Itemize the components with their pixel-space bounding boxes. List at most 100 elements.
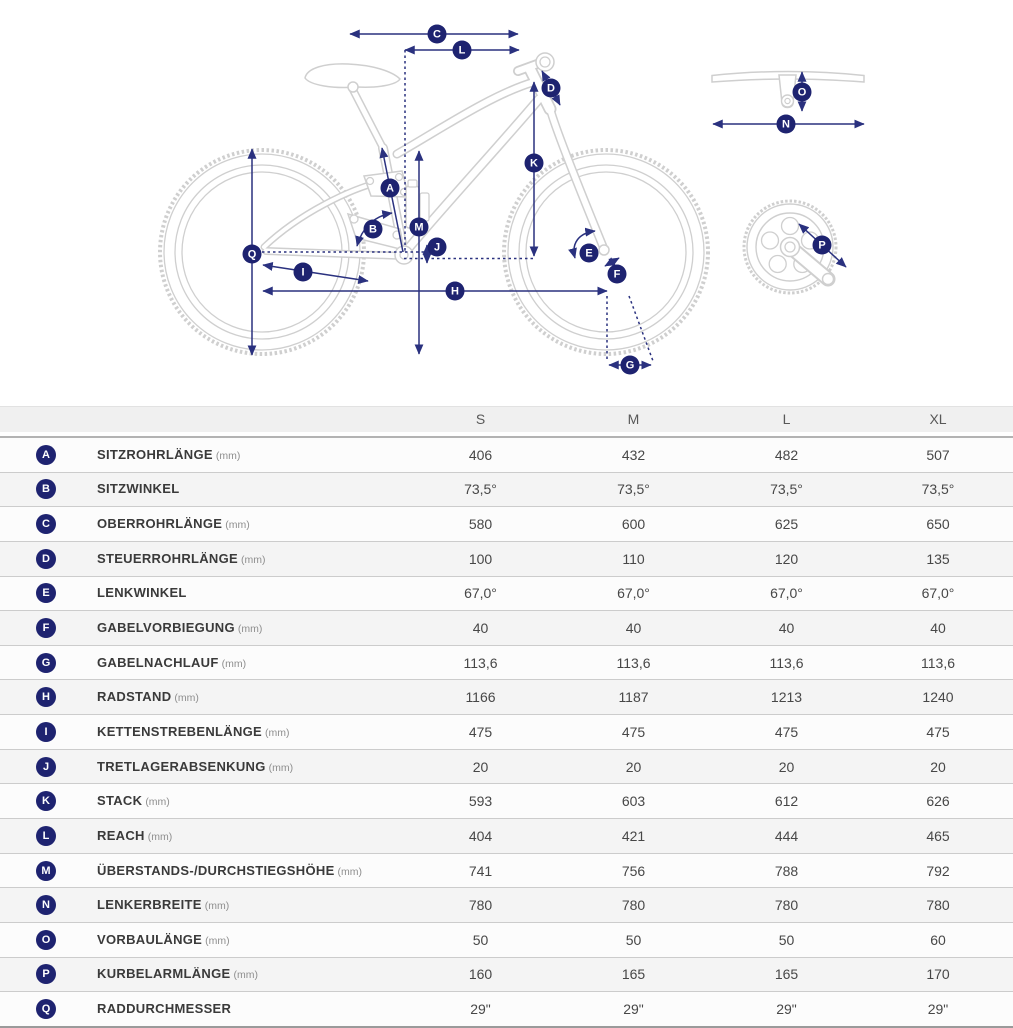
diagram-badge-P: P: [812, 235, 832, 255]
handlebar-end: [535, 52, 555, 72]
diagram-badge-B: B: [363, 219, 383, 239]
size-value-XL: 60: [930, 931, 946, 948]
row-letter-badge: J: [36, 756, 56, 777]
size-value-XL: 20: [930, 758, 946, 775]
size-value-S: 1166: [465, 689, 496, 706]
dimension-label: STACK: [97, 793, 143, 809]
size-value-L: 165: [774, 966, 799, 983]
size-column-header-M: M: [627, 411, 640, 427]
dimension-unit: (mm): [221, 657, 247, 670]
table-row-E: E LENKWINKEL 67,0° 67,0° 67,0° 67,0°: [0, 575, 1013, 611]
size-value-M: 432: [621, 446, 646, 463]
svg-text:D: D: [547, 83, 555, 95]
dimension-unit: (mm): [174, 692, 199, 705]
diagram-letter-badges: A B C D E F G H I J K L M N O P Q: [242, 24, 832, 375]
size-value-M: 780: [621, 897, 646, 914]
size-value-S: 160: [468, 966, 493, 983]
diagram-badge-E: E: [579, 243, 599, 263]
diagram-badge-I: I: [293, 262, 313, 282]
dimension-label: GABELVORBIEGUNG: [97, 620, 235, 636]
size-value-XL: 67,0°: [921, 585, 955, 602]
svg-text:N: N: [782, 119, 790, 131]
diagram-badge-F: F: [607, 264, 627, 284]
svg-text:B: B: [369, 224, 377, 236]
size-value-S: 20: [472, 758, 489, 775]
front-dropout: [598, 244, 610, 256]
row-letter-badge: F: [36, 618, 56, 639]
header-divider: [0, 432, 1013, 438]
diagram-badge-K: K: [524, 153, 544, 173]
row-letter-badge: Q: [36, 999, 56, 1020]
table-row-G: G GABELNACHLAUF (mm) 113,6 113,6 113,6 113,6: [0, 644, 1013, 680]
size-value-L: 113,6: [769, 654, 804, 671]
size-value-S: 113,6: [463, 654, 498, 671]
size-value-L: 40: [778, 620, 795, 637]
size-value-M: 73,5°: [617, 481, 650, 498]
dimension-unit: (mm): [241, 553, 266, 566]
size-value-S: 780: [468, 897, 493, 914]
table-row-K: K STACK (mm) 593 603 612 626: [0, 783, 1013, 819]
table-row-Q: Q RADDURCHMESSER 29" 29" 29" 29": [0, 991, 1013, 1026]
svg-text:A: A: [386, 183, 394, 195]
saddle: [304, 63, 401, 89]
dimension-unit: (mm): [268, 761, 294, 774]
svg-text:J: J: [434, 242, 440, 254]
pedal-hole: [821, 272, 835, 286]
dimension-unit: (mm): [204, 900, 230, 913]
size-value-M: 40: [625, 620, 642, 637]
diagram-badge-L: L: [452, 40, 472, 60]
size-column-header-XL: XL: [929, 411, 947, 427]
size-value-XL: 475: [926, 723, 950, 740]
size-value-XL: 792: [926, 862, 950, 879]
table-row-P: P KURBELARMLÄNGE (mm) 160 165 165 170: [0, 956, 1013, 992]
size-value-L: 788: [774, 862, 799, 879]
size-value-XL: 650: [926, 516, 950, 533]
size-value-L: 20: [778, 758, 795, 775]
table-row-D: D STEUERROHRLÄNGE (mm) 100 110 120 135: [0, 540, 1013, 576]
table-row-C: C OBERROHRLÄNGE (mm) 580 600 625 650: [0, 506, 1013, 541]
dimension-label: SITZROHRLÄNGE: [97, 446, 213, 462]
size-value-S: 67,0°: [464, 585, 497, 602]
size-value-XL: 507: [926, 446, 950, 463]
geometry-table: S M L XL A SITZROHRLÄNGE (mm) 406 432 482 507 B SIT…: [0, 406, 1013, 1028]
size-value-S: 73,5°: [464, 481, 497, 498]
row-letter-badge: E: [36, 583, 56, 604]
bottom-bracket: [394, 245, 414, 265]
svg-text:P: P: [818, 240, 825, 252]
table-row-I: I KETTENSTREBENLÄNGE (mm) 475 475 475 475: [0, 714, 1013, 749]
dimension-label: ÜBERSTANDS-/DURCHSTIEGSHÖHE: [97, 862, 335, 878]
row-letter-badge: M: [36, 860, 56, 881]
size-value-M: 50: [625, 931, 642, 948]
dimension-label: OBERROHRLÄNGE: [97, 516, 223, 532]
diagram-badge-D: D: [541, 78, 561, 98]
size-value-S: 50: [472, 931, 489, 948]
table-row-H: H RADSTAND (mm) 1166 1187 1213 1240: [0, 679, 1013, 715]
size-value-XL: 1240: [922, 689, 954, 706]
row-letter-badge: H: [36, 687, 56, 708]
diagram-badge-O: O: [792, 82, 812, 102]
dimension-label: STEUERROHRLÄNGE: [97, 550, 239, 566]
size-value-L: 444: [774, 827, 799, 844]
table-row-J: J TRETLAGERABSENKUNG (mm) 20 20 20 20: [0, 748, 1013, 784]
handlebar-top-view: [711, 70, 865, 109]
diagram-badge-G: G: [620, 355, 640, 375]
size-value-S: 580: [468, 516, 493, 533]
dimension-label: VORBAULÄNGE: [97, 931, 203, 947]
row-letter-badge: O: [36, 929, 56, 950]
size-value-L: 50: [778, 931, 795, 948]
size-value-L: 780: [774, 897, 799, 914]
size-value-S: 475: [468, 723, 493, 740]
diagram-badge-C: C: [427, 24, 447, 44]
svg-text:C: C: [433, 29, 441, 41]
size-value-XL: 40: [930, 620, 946, 637]
size-value-M: 110: [622, 550, 645, 567]
size-value-XL: 465: [926, 827, 950, 844]
size-value-S: 741: [468, 862, 493, 879]
size-value-M: 113,6: [616, 654, 651, 671]
row-letter-badge: B: [36, 479, 56, 500]
size-column-header-L: L: [782, 411, 791, 427]
diagram-badge-A: A: [380, 178, 400, 198]
dimension-unit: (mm): [145, 796, 170, 809]
size-column-header-S: S: [475, 411, 486, 427]
dimension-label: SITZWINKEL: [97, 481, 180, 497]
